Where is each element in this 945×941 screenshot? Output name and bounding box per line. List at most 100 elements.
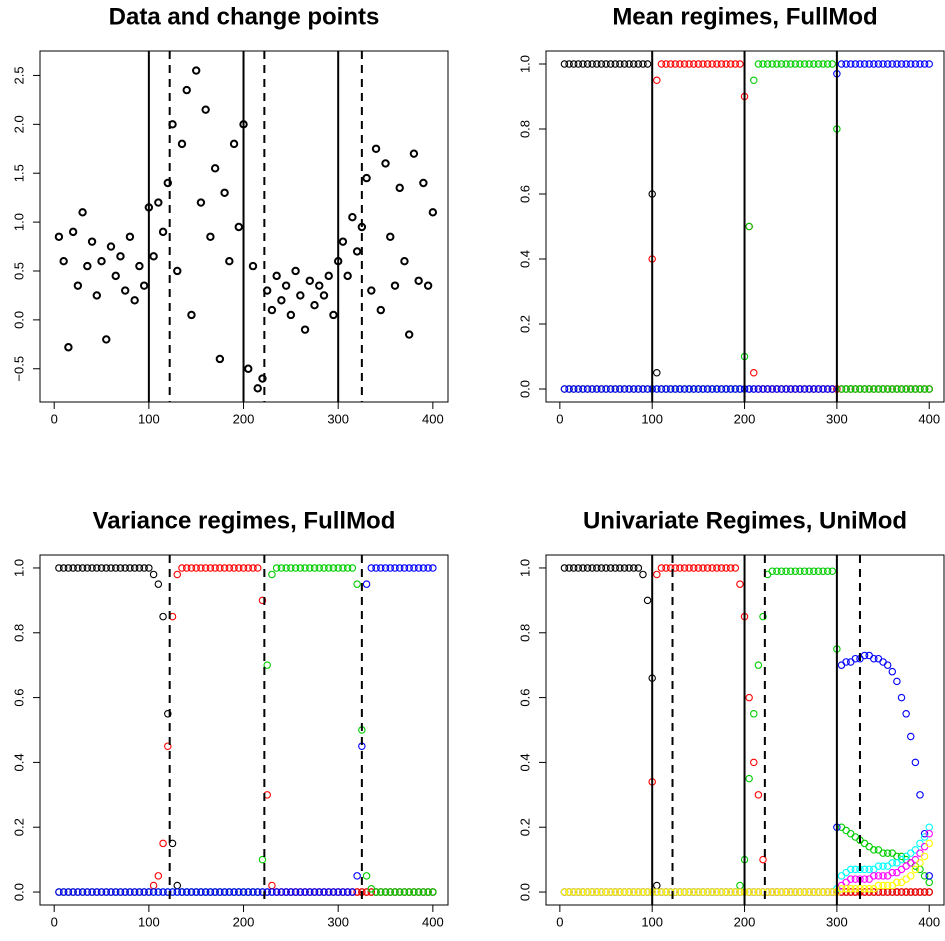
- point: [689, 385, 698, 393]
- point: [879, 60, 887, 68]
- x-tick-label: 200: [233, 411, 255, 426]
- point: [846, 885, 855, 893]
- point: [362, 872, 371, 880]
- point: [211, 888, 219, 896]
- point: [777, 567, 786, 575]
- point: [791, 567, 800, 575]
- point: [429, 888, 437, 896]
- point: [745, 693, 753, 702]
- point: [860, 875, 869, 883]
- point: [253, 888, 262, 896]
- point: [745, 888, 753, 896]
- point: [334, 564, 342, 572]
- point: [897, 888, 906, 896]
- point: [362, 580, 371, 588]
- point: [258, 374, 267, 383]
- point: [911, 60, 920, 68]
- point: [593, 60, 601, 68]
- panel-title: Mean regimes, FullMod: [612, 3, 877, 30]
- point: [173, 266, 182, 276]
- y-tick-label: 0.6: [11, 689, 26, 707]
- point: [653, 570, 661, 579]
- point: [842, 60, 850, 68]
- point: [786, 567, 795, 575]
- point: [731, 564, 740, 572]
- point: [206, 888, 215, 896]
- point: [883, 862, 892, 870]
- point: [182, 85, 191, 95]
- point: [874, 654, 883, 663]
- point: [823, 567, 832, 575]
- point: [870, 385, 878, 393]
- y-tick-label: 0.0: [11, 883, 26, 901]
- point: [722, 564, 730, 572]
- y-tick-label: 0.0: [517, 883, 532, 901]
- point: [699, 60, 707, 68]
- point: [386, 888, 395, 896]
- point: [814, 60, 823, 68]
- point: [703, 888, 712, 896]
- point: [796, 60, 804, 68]
- point: [102, 888, 111, 896]
- x-tick-label: 200: [734, 914, 756, 929]
- point: [64, 564, 73, 572]
- point: [689, 888, 698, 896]
- point: [602, 60, 610, 68]
- point: [662, 385, 670, 393]
- point: [611, 60, 620, 68]
- point: [583, 564, 592, 572]
- point: [680, 888, 689, 896]
- point: [78, 564, 87, 572]
- point: [611, 888, 620, 896]
- point: [629, 888, 638, 896]
- point: [916, 849, 924, 857]
- point: [145, 888, 153, 896]
- y-tick-label: 2.5: [11, 66, 26, 84]
- point: [348, 213, 357, 222]
- point: [828, 888, 837, 896]
- point: [800, 60, 809, 68]
- point: [897, 693, 906, 702]
- point: [287, 888, 295, 896]
- point: [306, 564, 314, 572]
- point: [639, 570, 647, 579]
- point: [616, 564, 624, 572]
- point: [54, 232, 64, 241]
- point: [371, 144, 381, 153]
- point: [786, 385, 795, 393]
- point: [851, 865, 860, 874]
- point: [116, 252, 125, 261]
- point: [823, 60, 832, 68]
- point: [377, 888, 385, 896]
- point: [569, 564, 578, 572]
- point: [800, 385, 809, 393]
- point: [643, 888, 652, 896]
- point: [206, 564, 215, 572]
- point: [268, 881, 276, 890]
- point: [367, 888, 376, 896]
- point: [583, 60, 592, 68]
- point: [676, 888, 684, 896]
- point: [676, 60, 684, 68]
- point: [173, 888, 182, 896]
- y-tick-label: 0.4: [517, 250, 532, 268]
- point: [745, 222, 753, 231]
- y-tick-label: 0.8: [517, 624, 532, 642]
- point: [888, 667, 897, 676]
- point: [154, 580, 163, 588]
- point: [713, 564, 721, 572]
- point: [750, 758, 758, 767]
- point: [671, 564, 680, 572]
- point: [154, 198, 163, 207]
- point: [87, 237, 97, 246]
- point: [339, 888, 347, 896]
- point: [717, 60, 726, 68]
- point: [367, 564, 376, 572]
- point: [893, 878, 901, 887]
- point: [296, 291, 305, 300]
- point: [111, 888, 120, 896]
- point: [865, 842, 873, 851]
- point: [192, 564, 200, 572]
- point: [225, 257, 234, 266]
- x-tick-label: 400: [422, 411, 444, 426]
